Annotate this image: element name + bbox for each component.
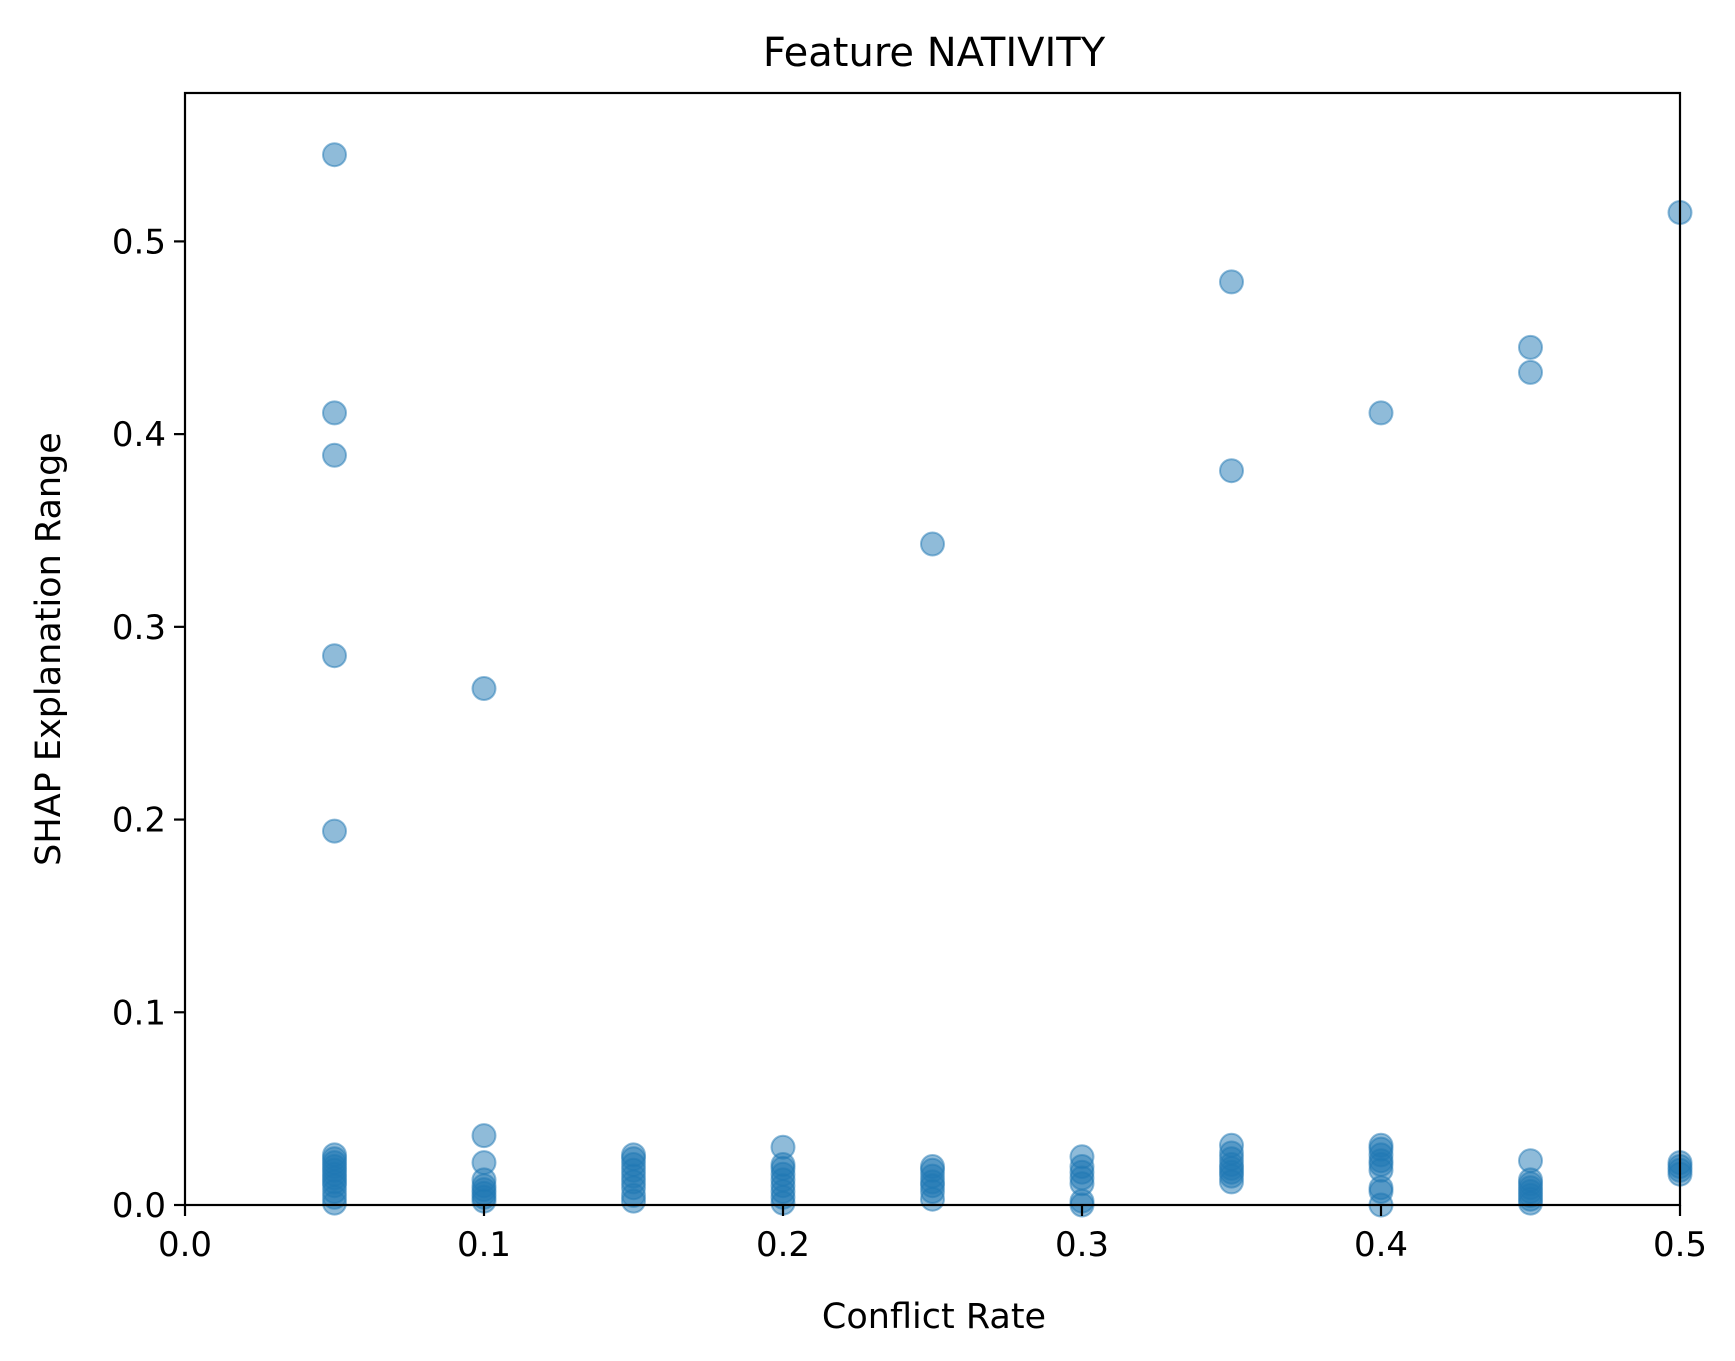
data-point bbox=[322, 400, 347, 426]
data-point bbox=[471, 1123, 497, 1149]
plot-frame bbox=[183, 91, 1682, 1207]
y-tick-label: 0.5 bbox=[112, 222, 166, 262]
x-axis-ticks: 0.0 0.1 0.2 0.3 0.4 0.5 bbox=[158, 1205, 1707, 1265]
y-tick-label: 0.2 bbox=[112, 801, 166, 841]
data-point bbox=[920, 1186, 945, 1212]
y-axis-ticks: 0.0 0.1 0.2 0.3 0.4 0.5 bbox=[112, 222, 185, 1226]
x-tick-label: 0.4 bbox=[1354, 1225, 1408, 1265]
data-point bbox=[621, 1188, 646, 1214]
chart-title: Feature NATIVITY bbox=[763, 30, 1106, 76]
data-point bbox=[1219, 269, 1244, 295]
x-tick-label: 0.1 bbox=[457, 1225, 511, 1265]
x-tick-label: 0.0 bbox=[158, 1225, 212, 1265]
data-point bbox=[1518, 334, 1543, 360]
data-point bbox=[322, 643, 347, 669]
data-points bbox=[322, 142, 1693, 1218]
x-tick-label: 0.2 bbox=[756, 1225, 810, 1265]
x-tick-label: 0.3 bbox=[1055, 1225, 1109, 1265]
data-point bbox=[1518, 1190, 1543, 1216]
data-point bbox=[322, 818, 347, 844]
data-point bbox=[322, 442, 347, 468]
data-point bbox=[920, 531, 945, 557]
data-point bbox=[1219, 1169, 1244, 1195]
data-point bbox=[322, 142, 347, 168]
y-axis-label: SHAP Explanation Range bbox=[29, 432, 69, 866]
y-tick-label: 0.4 bbox=[112, 415, 166, 455]
data-point bbox=[1518, 359, 1543, 385]
data-point bbox=[1368, 400, 1394, 426]
y-tick-label: 0.1 bbox=[112, 993, 166, 1033]
y-tick-label: 0.0 bbox=[112, 1186, 166, 1226]
data-point bbox=[322, 1190, 347, 1216]
data-point bbox=[471, 676, 497, 701]
y-tick-label: 0.3 bbox=[112, 608, 166, 648]
data-point bbox=[1219, 458, 1244, 484]
x-axis-label: Conflict Rate bbox=[822, 1297, 1046, 1337]
x-tick-label: 0.5 bbox=[1653, 1225, 1707, 1265]
